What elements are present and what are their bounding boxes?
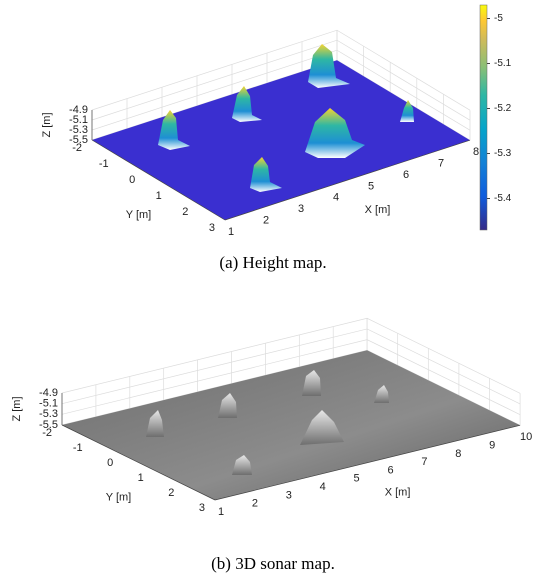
figure: 12345678-2-10123-4.9-5.1-5.3-5.5X [m]Y [… (0, 0, 546, 581)
y-tick-label: 3 (209, 222, 215, 234)
x-axis-label: X [m] (385, 487, 411, 499)
y-tick-label: 1 (138, 472, 144, 484)
y-tick-label: 0 (129, 174, 135, 186)
colorbar-tick-label: -5.2 (494, 103, 512, 114)
x-tick-label: 6 (387, 464, 393, 476)
colorbar-tick-label: -5.1 (494, 58, 512, 69)
y-tick-label: -1 (99, 158, 109, 170)
z-axis-label: Z [m] (11, 396, 23, 421)
colorbar-tick-label: -5.4 (494, 193, 512, 204)
y-axis-label: Y [m] (106, 491, 131, 503)
surface (62, 350, 520, 500)
z-tick-label: -5.5 (39, 419, 58, 431)
colorbar-tick-label: -5.3 (494, 148, 512, 159)
x-tick-label: 8 (455, 448, 461, 460)
colorbar-tick-label: -5 (494, 13, 503, 24)
y-tick-label: 2 (182, 206, 188, 218)
x-tick-label: 10 (520, 431, 532, 443)
z-axis-label: Z [m] (41, 112, 53, 137)
y-tick-label: -1 (73, 442, 83, 454)
z-tick-label: -5.5 (69, 134, 88, 146)
x-tick-label: 9 (489, 440, 495, 452)
x-tick-label: 5 (354, 473, 360, 485)
x-tick-label: 5 (368, 180, 374, 192)
x-tick-label: 7 (421, 456, 427, 468)
x-tick-label: 4 (333, 192, 339, 204)
colorbar (480, 5, 487, 230)
x-tick-label: 2 (263, 215, 269, 227)
y-tick-label: 1 (156, 190, 162, 202)
y-tick-label: 3 (199, 502, 205, 514)
x-tick-label: 8 (473, 146, 479, 158)
surface (92, 60, 470, 220)
x-tick-label: 1 (218, 506, 224, 518)
x-tick-label: 6 (403, 169, 409, 181)
caption: (b) 3D sonar map. (211, 554, 335, 573)
x-tick-label: 3 (298, 203, 304, 215)
x-tick-label: 4 (320, 481, 326, 493)
caption: (a) Height map. (219, 253, 326, 272)
y-tick-label: 0 (107, 457, 113, 469)
x-axis-label: X [m] (365, 204, 391, 216)
x-tick-label: 7 (438, 158, 444, 170)
y-axis-label: Y [m] (126, 209, 151, 221)
y-tick-label: 2 (168, 487, 174, 499)
x-tick-label: 3 (286, 489, 292, 501)
x-tick-label: 2 (252, 498, 258, 510)
x-tick-label: 1 (228, 226, 234, 238)
